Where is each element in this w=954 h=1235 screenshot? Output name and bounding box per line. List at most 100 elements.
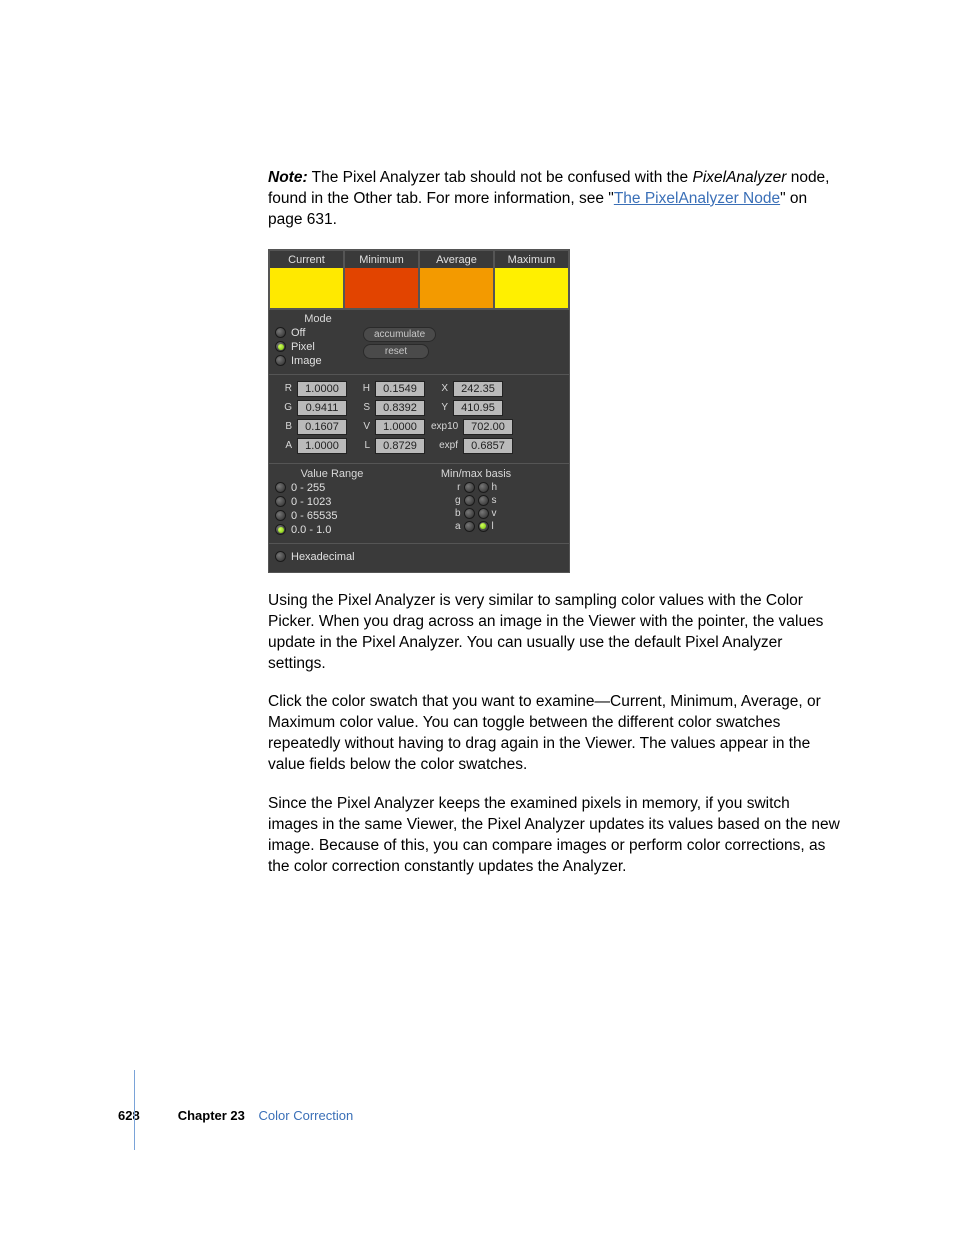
label-expf: expf bbox=[431, 440, 463, 451]
radio-range-65535[interactable] bbox=[275, 510, 286, 521]
mode-pixel-label: Pixel bbox=[291, 341, 315, 353]
value-range-title: Value Range bbox=[275, 468, 389, 480]
radio-basis-b[interactable] bbox=[464, 508, 475, 519]
field-y[interactable]: 410.95 bbox=[453, 400, 503, 416]
basis of-r: r bbox=[451, 482, 461, 493]
body-p1: Using the Pixel Analyzer is very similar… bbox=[268, 591, 844, 675]
range-0-1023[interactable]: 0 - 1023 bbox=[275, 495, 389, 509]
swatch-current[interactable]: Current bbox=[269, 250, 344, 309]
mode-off-row[interactable]: Off bbox=[275, 326, 361, 340]
radio-range-float[interactable] bbox=[275, 524, 286, 535]
hex-row[interactable]: Hexadecimal bbox=[275, 550, 563, 564]
label-y: Y bbox=[431, 402, 453, 413]
swatch-maximum-color bbox=[495, 268, 568, 308]
field-l[interactable]: 0.8729 bbox=[375, 438, 425, 454]
label-v: V bbox=[353, 421, 375, 432]
chapter-title: Color Correction bbox=[259, 1108, 354, 1123]
reset-button[interactable]: reset bbox=[363, 344, 429, 359]
radio-basis-h[interactable] bbox=[478, 482, 489, 493]
basis-s: s bbox=[492, 495, 502, 506]
range-0-1[interactable]: 0.0 - 1.0 bbox=[275, 523, 389, 537]
swatch-maximum[interactable]: Maximum bbox=[494, 250, 569, 309]
swatch-minimum-color bbox=[345, 268, 418, 308]
pixel-analyzer-node-link[interactable]: The PixelAnalyzer Node bbox=[614, 190, 780, 207]
bottom-section: Value Range 0 - 255 0 - 1023 0 - 65535 0… bbox=[269, 463, 569, 543]
page-footer: 628 Chapter 23 Color Correction bbox=[118, 1108, 353, 1123]
radio-mode-pixel[interactable] bbox=[275, 341, 286, 352]
mode-off-label: Off bbox=[291, 327, 305, 339]
radio-basis-r[interactable] bbox=[464, 482, 475, 493]
basis-row-rh: r h bbox=[389, 481, 563, 494]
hex-section: Hexadecimal bbox=[269, 543, 569, 572]
mode-title: Mode bbox=[275, 313, 361, 325]
radio-range-1023[interactable] bbox=[275, 496, 286, 507]
swatch-current-color bbox=[270, 268, 343, 308]
note-text-1: The Pixel Analyzer tab should not be con… bbox=[308, 169, 693, 186]
field-h[interactable]: 0.1549 bbox=[375, 381, 425, 397]
mode-image-label: Image bbox=[291, 355, 322, 367]
basis-v: v bbox=[492, 508, 502, 519]
radio-basis-l[interactable] bbox=[478, 521, 489, 532]
range-65535-label: 0 - 65535 bbox=[291, 510, 337, 522]
radio-mode-off[interactable] bbox=[275, 327, 286, 338]
values-section: R 1.0000 H 0.1549 X 242.35 G 0.9411 S 0.… bbox=[269, 374, 569, 463]
basis-g: g bbox=[451, 495, 461, 506]
field-g[interactable]: 0.9411 bbox=[297, 400, 347, 416]
range-float-label: 0.0 - 1.0 bbox=[291, 524, 331, 536]
body-p3: Since the Pixel Analyzer keeps the exami… bbox=[268, 794, 844, 878]
basis-row-al: a l bbox=[389, 520, 563, 533]
note-prefix: Note: bbox=[268, 169, 308, 186]
basis-b: b bbox=[451, 508, 461, 519]
field-r[interactable]: 1.0000 bbox=[297, 381, 347, 397]
field-b[interactable]: 0.1607 bbox=[297, 419, 347, 435]
basis-h: h bbox=[492, 482, 502, 493]
range-255-label: 0 - 255 bbox=[291, 482, 325, 494]
swatch-average[interactable]: Average bbox=[419, 250, 494, 309]
basis-row-bv: b v bbox=[389, 507, 563, 520]
label-h: H bbox=[353, 383, 375, 394]
label-r: R bbox=[275, 383, 297, 394]
mode-image-row[interactable]: Image bbox=[275, 354, 361, 368]
label-x: X bbox=[431, 383, 453, 394]
mode-pixel-row[interactable]: Pixel bbox=[275, 340, 361, 354]
radio-hex[interactable] bbox=[275, 551, 286, 562]
field-v[interactable]: 1.0000 bbox=[375, 419, 425, 435]
body-p2: Click the color swatch that you want to … bbox=[268, 692, 844, 776]
field-s[interactable]: 0.8392 bbox=[375, 400, 425, 416]
basis-a: a bbox=[451, 521, 461, 532]
range-1023-label: 0 - 1023 bbox=[291, 496, 331, 508]
radio-basis-a[interactable] bbox=[464, 521, 475, 532]
hex-label: Hexadecimal bbox=[291, 551, 355, 563]
basis-row-gs: g s bbox=[389, 494, 563, 507]
radio-range-255[interactable] bbox=[275, 482, 286, 493]
swatch-current-label: Current bbox=[270, 251, 343, 268]
swatch-average-label: Average bbox=[420, 251, 493, 268]
radio-mode-image[interactable] bbox=[275, 355, 286, 366]
label-s: S bbox=[353, 402, 375, 413]
swatch-maximum-label: Maximum bbox=[495, 251, 568, 268]
radio-basis-v[interactable] bbox=[478, 508, 489, 519]
swatch-row: Current Minimum Average Maximum bbox=[269, 250, 569, 309]
field-x[interactable]: 242.35 bbox=[453, 381, 503, 397]
label-b: B bbox=[275, 421, 297, 432]
radio-basis-g[interactable] bbox=[464, 495, 475, 506]
field-exp10[interactable]: 702.00 bbox=[463, 419, 513, 435]
node-name-em: PixelAnalyzer bbox=[692, 169, 786, 186]
accumulate-button[interactable]: accumulate bbox=[363, 327, 436, 342]
note-paragraph: Note: The Pixel Analyzer tab should not … bbox=[268, 168, 844, 231]
pixel-analyzer-panel: Current Minimum Average Maximum Mode bbox=[268, 249, 570, 573]
label-a: A bbox=[275, 440, 297, 451]
basis-l: l bbox=[492, 521, 502, 532]
swatch-minimum-label: Minimum bbox=[345, 251, 418, 268]
basis-title: Min/max basis bbox=[389, 468, 563, 480]
range-0-65535[interactable]: 0 - 65535 bbox=[275, 509, 389, 523]
field-a[interactable]: 1.0000 bbox=[297, 438, 347, 454]
range-0-255[interactable]: 0 - 255 bbox=[275, 481, 389, 495]
radio-basis-s[interactable] bbox=[478, 495, 489, 506]
field-expf[interactable]: 0.6857 bbox=[463, 438, 513, 454]
mode-section: Mode Off Pixel Image accumulate reset bbox=[269, 309, 569, 374]
label-exp10: exp10 bbox=[431, 421, 463, 432]
side-rule bbox=[134, 1070, 135, 1150]
swatch-average-color bbox=[420, 268, 493, 308]
swatch-minimum[interactable]: Minimum bbox=[344, 250, 419, 309]
